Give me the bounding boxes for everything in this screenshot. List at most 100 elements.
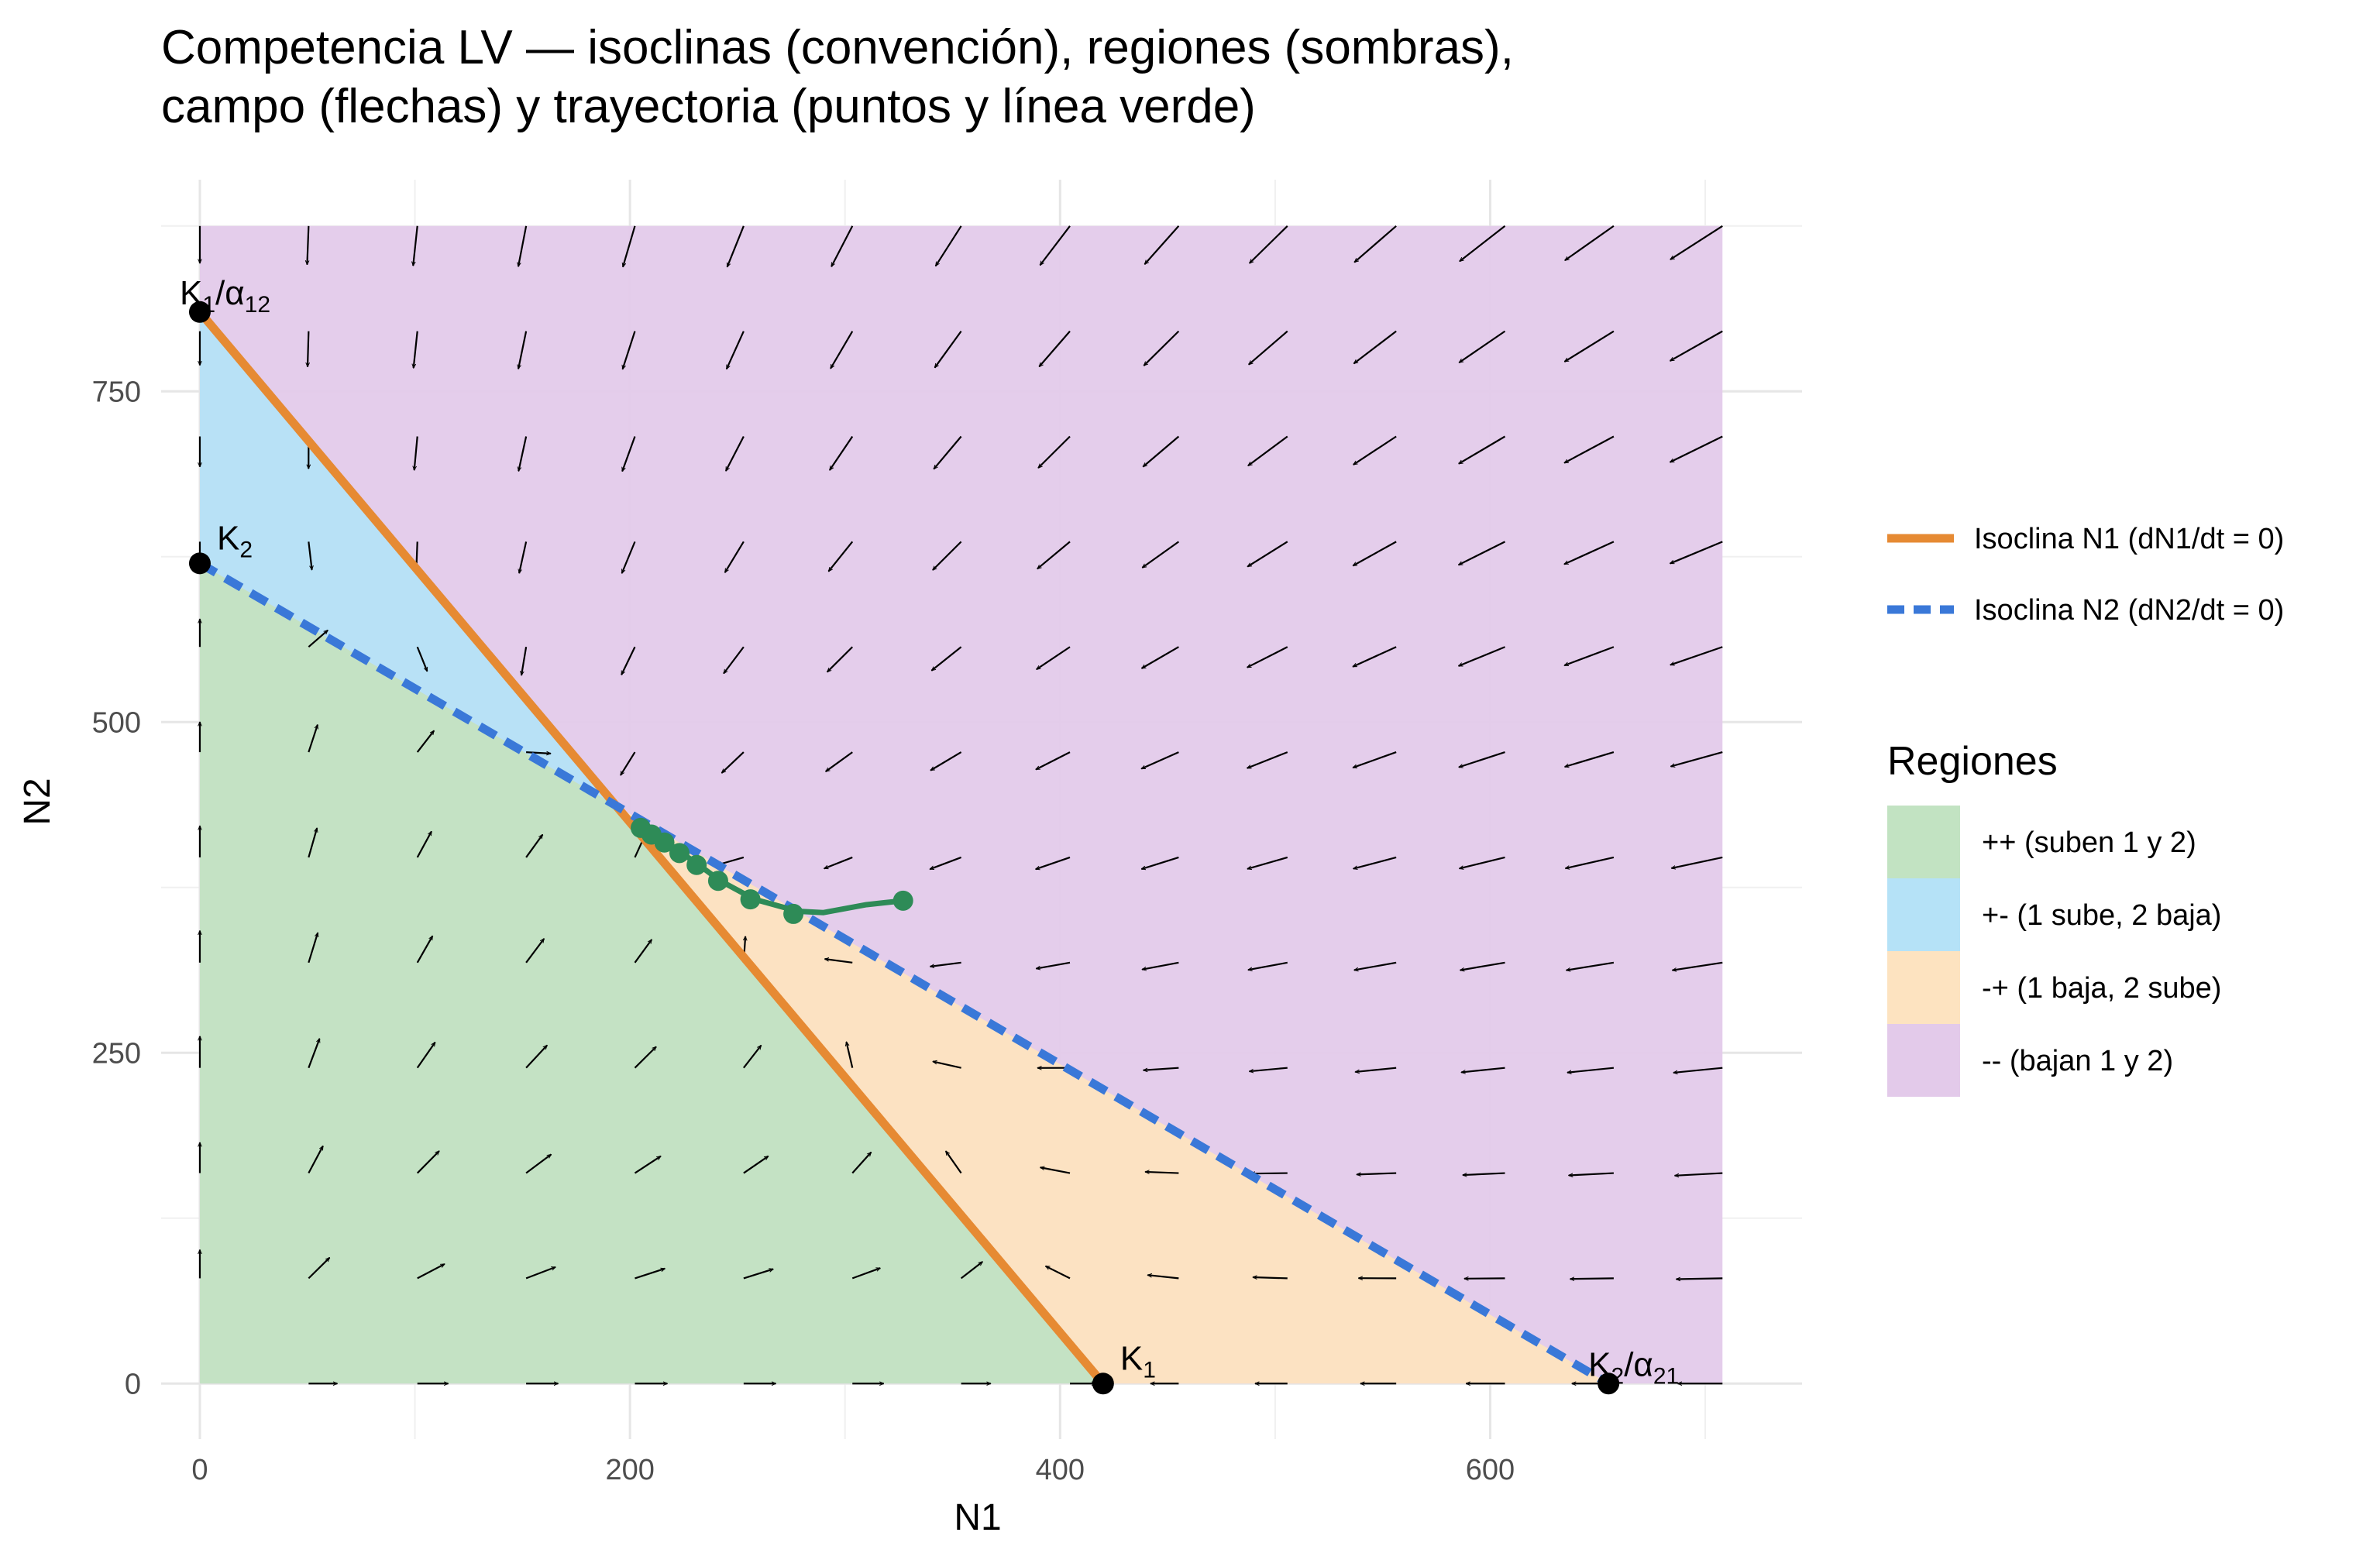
legend-label-isocline: Isoclina N1 (dN1/dt = 0)	[1974, 523, 2284, 555]
region-suben	[199, 563, 1103, 1384]
annotation-label: K2/α21	[1588, 1345, 1679, 1389]
field-arrow	[1145, 1172, 1179, 1173]
trajectory-point	[707, 871, 728, 892]
field-arrow	[623, 225, 636, 267]
field-arrow	[621, 436, 636, 472]
vector-field	[200, 225, 1723, 1383]
field-arrow	[634, 940, 653, 964]
field-arrow	[1250, 1067, 1288, 1072]
field-arrow	[1038, 330, 1071, 367]
field-arrow	[1248, 435, 1288, 467]
field-arrow	[1460, 856, 1505, 868]
field-arrow	[826, 751, 853, 772]
field-arrow	[930, 856, 962, 871]
x-tick-label: 600	[1466, 1454, 1515, 1486]
field-arrow	[1253, 1277, 1288, 1278]
field-arrow	[1564, 541, 1615, 565]
trajectory-point	[686, 854, 707, 875]
x-tick-label: 0	[191, 1454, 208, 1486]
field-arrow	[1673, 1067, 1723, 1073]
field-arrow	[1040, 1167, 1071, 1174]
isocline-n1	[196, 309, 1107, 1386]
field-arrow	[1354, 961, 1397, 971]
field-arrow	[743, 1269, 773, 1280]
field-arrow	[1147, 1275, 1179, 1280]
field-arrow	[1141, 856, 1179, 869]
field-arrow	[1037, 541, 1071, 570]
field-arrow	[1353, 751, 1397, 769]
equilibrium-point	[188, 552, 211, 575]
equilibrium-point	[1598, 1373, 1620, 1395]
field-arrow	[825, 959, 853, 964]
field-arrow	[827, 646, 854, 672]
y-tick-label: 250	[92, 1037, 141, 1070]
field-arrow	[308, 1146, 324, 1174]
equilibrium-point	[188, 301, 211, 323]
field-arrow	[1459, 751, 1505, 767]
legend-label-region: -+ (1 baja, 2 sube)	[1982, 972, 2221, 1005]
field-arrow	[724, 541, 745, 572]
field-arrow	[525, 834, 544, 858]
x-tick-label: 400	[1036, 1454, 1085, 1486]
field-arrow	[525, 939, 545, 964]
field-arrow	[930, 751, 962, 771]
field-arrow	[307, 225, 308, 265]
field-arrow	[1671, 856, 1723, 868]
field-arrow	[308, 933, 318, 964]
chart-title-line1: Competencia LV — isoclinas (convención),…	[161, 21, 1514, 74]
legend-label-region: +- (1 sube, 2 baja)	[1982, 899, 2221, 932]
equilibrium-points: K1 K2 K1/α12 K2/α21	[180, 274, 1679, 1395]
field-arrow	[1459, 646, 1505, 667]
field-arrow	[621, 646, 636, 675]
x-axis-title: N1	[954, 1497, 1001, 1538]
field-arrow	[1564, 646, 1615, 667]
field-arrow	[931, 646, 962, 672]
field-arrow	[934, 225, 962, 266]
field-arrow	[525, 1266, 555, 1280]
field-arrow	[1459, 435, 1506, 465]
legend-key-region	[1887, 951, 1960, 1024]
legend-title-regions: Regiones	[1887, 739, 2058, 784]
field-arrow	[851, 1153, 872, 1174]
field-arrow	[1569, 1172, 1614, 1176]
field-arrow	[634, 1046, 656, 1069]
axis-ticks: 0 200 400 600 0 250 500 750	[92, 376, 1515, 1486]
legend-key-region	[1887, 806, 1960, 878]
field-arrow	[933, 1061, 961, 1069]
field-arrow	[742, 1046, 762, 1069]
field-arrow	[1141, 751, 1179, 770]
field-arrow	[620, 751, 636, 775]
field-arrow	[1036, 961, 1071, 969]
equilibrium-point	[1092, 1373, 1114, 1395]
trajectory	[631, 817, 913, 924]
field-arrow	[525, 1045, 548, 1069]
field-arrow	[846, 1042, 854, 1068]
field-arrow	[1460, 225, 1506, 263]
field-arrow	[1459, 541, 1506, 566]
field-arrow	[1249, 330, 1288, 366]
field-arrow	[623, 331, 636, 369]
field-arrow	[1355, 1067, 1397, 1072]
annotation-label: K2	[217, 519, 253, 562]
legend: Isoclina N1 (dN1/dt = 0) Isoclina N2 (dN2…	[1887, 523, 2284, 1097]
trajectory-point	[783, 903, 804, 924]
legend-label-region: -- (bajan 1 y 2)	[1982, 1045, 2173, 1077]
legend-label-isocline: Isoclina N2 (dN2/dt = 0)	[1974, 594, 2284, 627]
field-arrow	[1567, 1067, 1615, 1073]
field-arrow	[1046, 1265, 1071, 1280]
field-arrow	[933, 541, 962, 570]
field-arrow	[1353, 541, 1397, 567]
isoclines	[196, 309, 1611, 1388]
field-arrow	[1357, 1173, 1397, 1175]
field-arrow	[1677, 1278, 1723, 1279]
field-arrow	[1251, 1173, 1288, 1174]
field-arrow	[1570, 1278, 1614, 1279]
field-arrow	[1144, 330, 1180, 366]
field-arrow	[1459, 330, 1506, 364]
field-arrow	[1566, 856, 1615, 868]
field-arrow	[416, 831, 432, 858]
field-arrow	[1461, 1067, 1505, 1073]
field-arrow	[1036, 856, 1071, 871]
field-arrow	[723, 646, 745, 673]
